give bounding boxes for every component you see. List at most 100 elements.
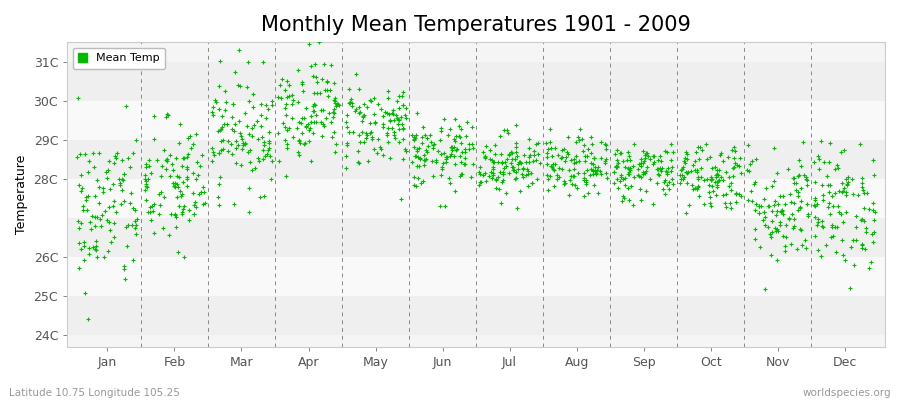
Point (128, 218, 142, 224)
Point (278, 124, 293, 130)
Point (307, 100, 321, 107)
Point (675, 166, 689, 172)
Point (584, 160, 598, 166)
Point (770, 170, 785, 176)
Point (539, 172, 554, 178)
Point (666, 180, 680, 187)
Point (429, 157, 444, 163)
Point (841, 178, 855, 185)
Point (81, 316, 95, 322)
Point (106, 160, 121, 166)
Point (626, 163, 641, 170)
Point (388, 134, 402, 141)
Point (191, 172, 205, 178)
Point (572, 125, 587, 132)
Point (383, 117, 398, 124)
Point (554, 166, 569, 172)
Point (719, 204, 733, 210)
Point (792, 172, 806, 178)
Point (562, 167, 576, 174)
Point (706, 188, 720, 194)
Point (243, 159, 257, 166)
Point (705, 183, 719, 190)
Point (320, 115, 334, 121)
Point (598, 146, 613, 152)
Point (577, 170, 591, 176)
Point (170, 181, 184, 188)
Point (649, 180, 663, 186)
Point (623, 165, 637, 172)
Point (273, 82, 287, 88)
Point (418, 147, 433, 153)
Point (298, 140, 312, 146)
Point (764, 252, 778, 258)
Point (501, 130, 516, 136)
Point (225, 113, 239, 120)
Point (691, 174, 706, 180)
Point (175, 163, 189, 169)
Point (418, 156, 433, 162)
Point (552, 165, 566, 172)
Point (81, 193, 95, 199)
Point (865, 231, 879, 238)
Point (500, 156, 514, 162)
Point (714, 150, 728, 156)
Point (609, 163, 624, 169)
Point (340, 142, 355, 148)
Point (846, 237, 860, 244)
Point (793, 226, 807, 232)
Point (814, 253, 828, 260)
Point (511, 159, 526, 165)
Point (521, 168, 535, 174)
Point (92, 200, 106, 206)
Point (748, 226, 762, 232)
Point (365, 136, 380, 142)
Y-axis label: Temperature: Temperature (15, 155, 28, 234)
Point (371, 136, 385, 142)
Point (825, 233, 840, 239)
Point (245, 132, 259, 139)
Point (855, 216, 869, 223)
Point (454, 140, 468, 146)
Point (125, 150, 140, 156)
Point (574, 136, 589, 142)
Point (608, 151, 622, 157)
Point (646, 159, 661, 166)
Point (92, 184, 106, 190)
Point (286, 134, 301, 140)
Point (72, 225, 86, 231)
Point (232, 118, 247, 125)
Point (824, 223, 839, 230)
Point (352, 132, 366, 139)
Point (399, 115, 413, 122)
Point (616, 193, 630, 200)
Point (680, 169, 695, 176)
Point (684, 168, 698, 174)
Point (409, 183, 423, 189)
Point (619, 156, 634, 163)
Point (170, 173, 184, 180)
Point (286, 97, 301, 104)
Point (679, 210, 693, 216)
Point (76, 257, 91, 263)
Point (256, 139, 271, 146)
Point (464, 174, 479, 180)
Point (380, 132, 394, 138)
Point (147, 113, 161, 119)
Point (590, 166, 604, 173)
Point (472, 182, 487, 188)
Point (577, 175, 591, 181)
Point (475, 172, 490, 178)
Point (781, 215, 796, 221)
Point (119, 224, 133, 231)
Point (611, 184, 625, 191)
Point (483, 168, 498, 175)
Point (773, 219, 788, 226)
Point (295, 115, 310, 121)
Point (305, 108, 320, 114)
Point (316, 121, 330, 128)
Point (256, 142, 271, 149)
Point (690, 184, 705, 191)
Point (120, 242, 134, 249)
Point (569, 139, 583, 145)
